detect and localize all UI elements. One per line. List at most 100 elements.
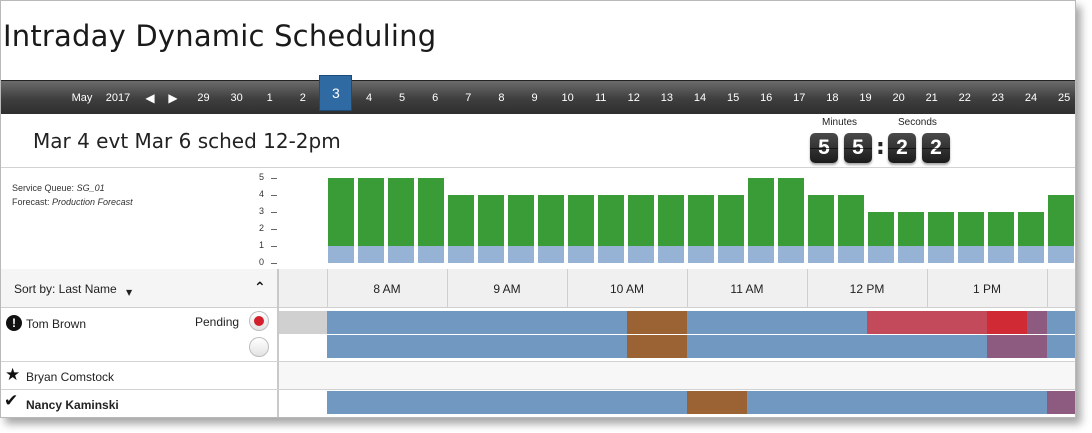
timeline-header	[279, 269, 1075, 308]
day-10[interactable]: 10	[561, 92, 574, 104]
forecast-bar-top	[478, 195, 504, 246]
forecast-bar-top	[358, 178, 384, 246]
forecast-bar-top	[1018, 212, 1044, 246]
y-tick-label: 5	[259, 172, 277, 182]
month-label[interactable]: May	[71, 92, 93, 104]
sort-bar[interactable]: Sort by: Last Name	[1, 269, 278, 308]
day-14[interactable]: 14	[693, 92, 707, 104]
forecast-bar-top	[838, 195, 864, 246]
day-30[interactable]: 30	[230, 92, 243, 104]
forecast-bar-base	[328, 246, 354, 263]
schedule-segment-break[interactable]	[627, 311, 687, 334]
prev-arrow-icon[interactable]: ◀	[145, 91, 155, 105]
row-divider	[1, 361, 1075, 362]
alert-icon: !	[6, 315, 22, 331]
day-5[interactable]: 5	[399, 92, 406, 104]
forecast-bar-base	[838, 246, 864, 263]
schedule-segment-other[interactable]	[1027, 311, 1047, 334]
year-label[interactable]: 2017	[105, 92, 131, 104]
forecast-bar-top	[388, 178, 414, 246]
forecast-bar-base	[628, 246, 654, 263]
day-25[interactable]: 25	[1057, 92, 1071, 104]
forecast-bar-base	[538, 246, 564, 263]
queue-info: Service Queue: SG_01 Forecast: Productio…	[12, 181, 133, 209]
schedule-segment-work[interactable]	[327, 311, 627, 334]
agent-name[interactable]: Nancy Kaminski	[26, 398, 119, 412]
forecast-bar-base	[418, 246, 444, 263]
day-12[interactable]: 12	[627, 92, 640, 104]
y-tick-label: 1	[259, 240, 277, 250]
forecast-bar-base	[1048, 246, 1074, 263]
day-11[interactable]: 11	[594, 92, 607, 104]
day-24[interactable]: 24	[1024, 92, 1038, 104]
pending-radio[interactable]	[249, 337, 269, 357]
day-18[interactable]: 18	[826, 92, 839, 104]
day-3[interactable]: 3	[319, 75, 353, 111]
sort-dropdown[interactable]: Sort by: Last Name	[14, 282, 117, 296]
day-4[interactable]: 4	[365, 92, 373, 104]
agent-row-bg	[279, 362, 1075, 389]
row-divider	[1, 389, 1075, 390]
agent-name[interactable]: Bryan Comstock	[26, 370, 115, 384]
schedule-segment-event[interactable]	[867, 311, 987, 334]
forecast-bar-base	[988, 246, 1014, 263]
day-9[interactable]: 9	[531, 92, 538, 104]
forecast-bar-base	[568, 246, 594, 263]
pending-status: Pending	[195, 315, 240, 329]
forecast-bar-top	[658, 195, 684, 246]
check-icon: ✔	[4, 391, 19, 411]
day-1[interactable]: 1	[266, 92, 273, 104]
hour-divider	[687, 269, 688, 308]
day-23[interactable]: 23	[991, 92, 1005, 104]
hour-label: 11 AM	[730, 282, 764, 296]
forecast-bar-base	[748, 246, 774, 263]
day-7[interactable]: 7	[465, 92, 472, 104]
forecast-bar-top	[598, 195, 624, 246]
day-13[interactable]: 13	[660, 92, 674, 104]
forecast-bar-top	[328, 178, 354, 246]
schedule-segment-other[interactable]	[987, 335, 1047, 358]
day-8[interactable]: 8	[498, 92, 505, 104]
page-title: Intraday Dynamic Scheduling	[3, 19, 437, 53]
day-17[interactable]: 17	[793, 92, 806, 104]
next-arrow-icon[interactable]: ▶	[168, 91, 178, 105]
forecast-bar-top	[508, 195, 534, 246]
forecast-bar-base	[1018, 246, 1044, 263]
schedule-segment-work[interactable]	[327, 335, 627, 358]
forecast-bar-top	[688, 195, 714, 246]
agent-name[interactable]: Tom Brown	[26, 317, 87, 331]
chevron-down-icon[interactable]: ▼	[126, 288, 133, 297]
schedule-segment-work[interactable]	[687, 335, 987, 358]
pending-radio-selected[interactable]	[249, 311, 269, 331]
schedule-segment-work[interactable]	[747, 391, 1047, 414]
collapse-chevron-up-icon[interactable]: ⌃	[254, 280, 266, 296]
schedule-segment-work[interactable]	[1047, 335, 1075, 358]
forecast-bar-top	[778, 178, 804, 246]
forecast-bar-base	[958, 246, 984, 263]
day-2[interactable]: 2	[299, 92, 306, 104]
forecast-bar-top	[958, 212, 984, 246]
day-19[interactable]: 19	[859, 92, 872, 104]
day-6[interactable]: 6	[432, 92, 439, 104]
schedule-segment-break[interactable]	[627, 335, 687, 358]
forecast-bar-base	[478, 246, 504, 263]
day-29[interactable]: 29	[197, 92, 210, 104]
schedule-segment-break[interactable]	[687, 391, 747, 414]
day-20[interactable]: 20	[892, 92, 905, 104]
column-divider	[277, 269, 279, 417]
day-16[interactable]: 16	[760, 92, 773, 104]
forecast-bar-top	[448, 195, 474, 246]
schedule-segment-alert[interactable]	[987, 311, 1027, 334]
schedule-segment-work[interactable]	[687, 311, 867, 334]
hour-divider	[327, 269, 328, 308]
day-22[interactable]: 22	[958, 92, 971, 104]
day-21[interactable]: 21	[925, 92, 938, 104]
schedule-segment-work[interactable]	[327, 391, 687, 414]
hour-label: 10 AM	[609, 282, 645, 296]
day-15[interactable]: 15	[726, 92, 740, 104]
schedule-segment-other[interactable]	[1047, 391, 1075, 414]
forecast-bar-top	[418, 178, 444, 246]
hour-label: 1 PM	[972, 282, 1001, 296]
schedule-segment-work[interactable]	[1047, 311, 1075, 334]
forecast-label: Forecast:	[12, 197, 50, 207]
